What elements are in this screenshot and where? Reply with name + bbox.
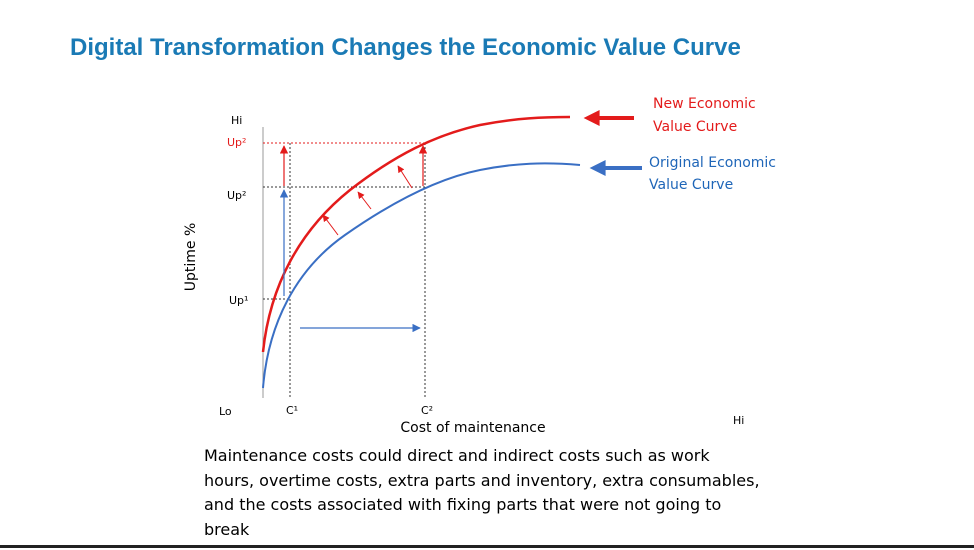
y-axis-title: Uptime % <box>183 223 199 292</box>
x-axis-title: Cost of maintenance <box>400 420 545 436</box>
up1-label: Up¹ <box>229 294 248 307</box>
original-curve-legend-line2: Value Curve <box>649 177 733 193</box>
description-text: Maintenance costs could direct and indir… <box>204 446 760 539</box>
x-hi-label: Hi <box>733 414 744 427</box>
up2-new-label: Up² <box>227 136 246 149</box>
original-value-curve <box>262 162 581 389</box>
c1-label: C¹ <box>286 404 298 417</box>
bottom-rule <box>0 545 974 548</box>
new-value-curve <box>261 115 571 353</box>
original-curve-legend-line1: Original Economic <box>649 155 776 171</box>
shift-arrow <box>397 165 413 189</box>
c2-label: C² <box>421 404 433 417</box>
x-lo-label: Lo <box>219 405 232 418</box>
y-hi-label: Hi <box>231 114 242 127</box>
new-curve-legend-line2: Value Curve <box>653 119 737 135</box>
up2-orig-label: Up² <box>227 189 246 202</box>
shift-arrow <box>322 214 339 236</box>
slide-title: Digital Transformation Changes the Econo… <box>70 34 741 61</box>
shift-arrow <box>357 191 372 210</box>
new-curve-legend-line1: New Economic <box>653 96 756 112</box>
